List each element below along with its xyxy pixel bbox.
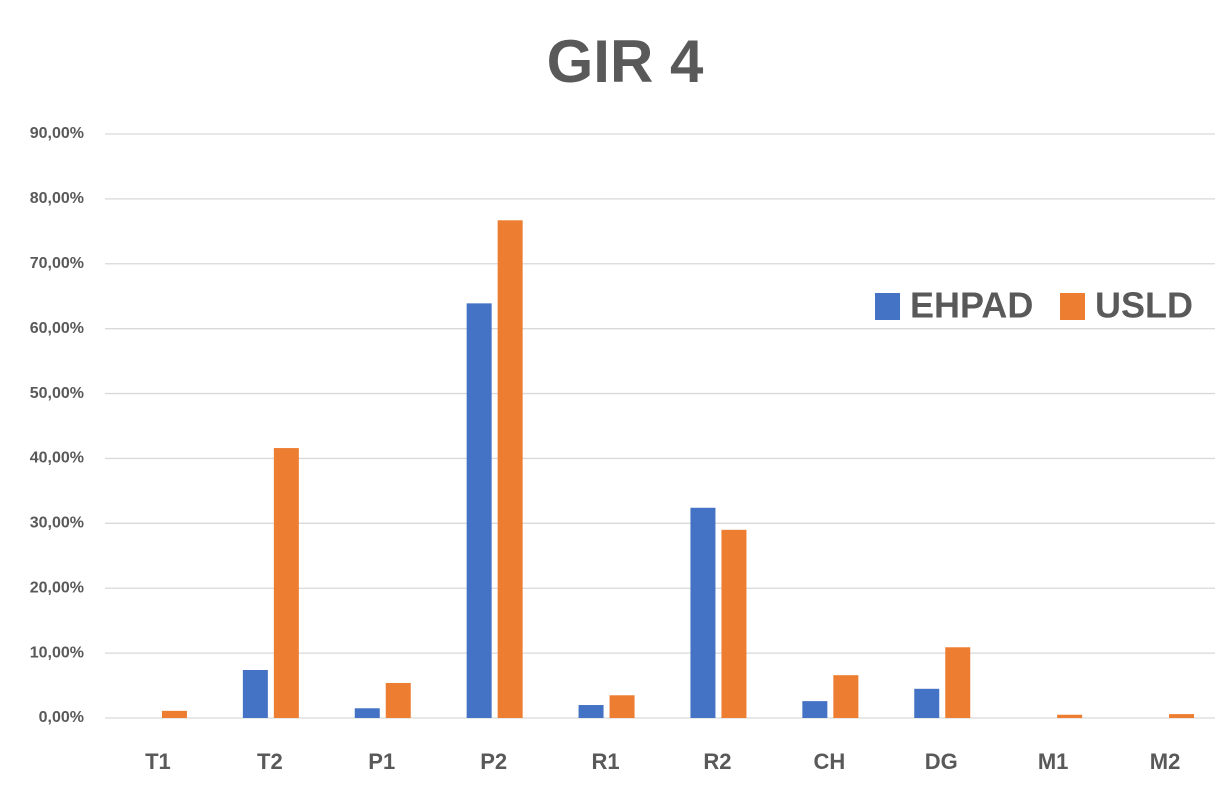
y-tick-label: 50,00% — [30, 385, 84, 402]
y-tick-label: 90,00% — [30, 125, 84, 142]
x-tick-label: M1 — [1038, 749, 1069, 774]
bar — [354, 708, 380, 718]
y-tick-label: 10,00% — [30, 644, 84, 661]
bar — [1169, 714, 1195, 718]
bar — [161, 710, 187, 718]
y-tick-label: 60,00% — [30, 320, 84, 337]
y-tick-label: 30,00% — [30, 515, 84, 532]
bar — [1057, 714, 1083, 718]
x-tick-label: DG — [925, 749, 958, 774]
bar — [385, 682, 411, 718]
x-tick-label: M2 — [1150, 749, 1181, 774]
bar — [466, 303, 492, 718]
bar — [721, 529, 747, 718]
x-tick-label: R1 — [591, 749, 619, 774]
y-tick-label: 40,00% — [30, 450, 84, 467]
x-tick-label: R2 — [703, 749, 731, 774]
bar — [273, 448, 299, 718]
bar — [497, 220, 523, 718]
legend-label: EHPAD — [910, 285, 1033, 326]
legend-swatch — [875, 293, 900, 320]
bar — [578, 705, 604, 718]
x-tick-label: T2 — [257, 749, 283, 774]
y-tick-label: 20,00% — [30, 579, 84, 596]
legend-label: USLD — [1095, 285, 1193, 326]
x-tick-label: CH — [813, 749, 845, 774]
chart-title: GIR 4 — [547, 28, 704, 95]
bar — [690, 507, 716, 718]
y-tick-label: 0,00% — [39, 709, 84, 726]
y-tick-label: 70,00% — [30, 255, 84, 272]
bar — [802, 701, 828, 718]
x-tick-label: T1 — [145, 749, 171, 774]
bar — [833, 675, 859, 718]
x-tick-label: P2 — [480, 749, 507, 774]
y-tick-label: 80,00% — [30, 190, 84, 207]
bar — [609, 695, 635, 718]
legend-swatch — [1060, 293, 1085, 320]
bar — [945, 647, 971, 718]
bar — [242, 669, 268, 718]
bar — [914, 688, 940, 718]
x-tick-label: P1 — [368, 749, 395, 774]
